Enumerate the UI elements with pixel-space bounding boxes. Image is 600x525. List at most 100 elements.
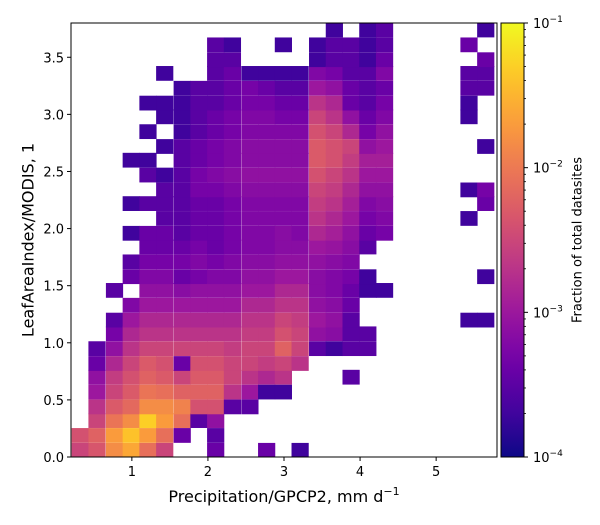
heatmap-cell [241, 66, 259, 81]
heatmap-cell [223, 124, 242, 140]
heatmap-cell [342, 152, 360, 168]
heatmap-cell [359, 80, 377, 96]
heatmap-cell [274, 182, 292, 198]
heatmap-cell [139, 269, 157, 285]
heatmap-cell [375, 225, 394, 241]
heatmap-cell [309, 109, 327, 125]
heatmap-cell [223, 341, 242, 357]
heatmap-cell [139, 283, 157, 298]
heatmap-cell [309, 196, 327, 211]
heatmap-cell [258, 152, 276, 168]
heatmap-cell [190, 297, 208, 313]
heatmap-cell [274, 80, 292, 96]
heatmap-cell [207, 124, 225, 140]
heatmap-cell [156, 326, 174, 342]
y-tick-label: 1.0 [43, 337, 64, 352]
heatmap-cell [105, 356, 124, 371]
heatmap-cell [190, 124, 208, 140]
heatmap-cell [375, 66, 394, 81]
heatmap-cell [156, 341, 174, 357]
heatmap-cell [291, 95, 309, 111]
heatmap-cell [359, 326, 377, 342]
heatmap-cell [460, 37, 478, 53]
heatmap-cell [207, 239, 225, 255]
heatmap-cell [122, 369, 140, 385]
heatmap-cell [274, 37, 292, 53]
heatmap-cell [207, 254, 225, 270]
heatmap-cell [258, 196, 276, 211]
heatmap-cell [477, 52, 495, 68]
heatmap-cell [190, 152, 208, 168]
heatmap-cell [477, 269, 495, 285]
heatmap-cell [122, 442, 140, 458]
heatmap-cell [223, 239, 242, 255]
heatmap-cell [359, 124, 377, 140]
heatmap-cell [309, 269, 327, 285]
heatmap-cell [207, 52, 225, 68]
heatmap-cell [241, 124, 259, 140]
heatmap-cell [207, 341, 225, 357]
heatmap-cell [156, 66, 174, 81]
heatmap-cell [223, 384, 242, 400]
heatmap-cell [223, 66, 242, 81]
heatmap-cell [241, 283, 259, 298]
x-tick-label: 3 [280, 465, 288, 480]
heatmap-cell [88, 341, 106, 357]
heatmap-cell [190, 413, 208, 428]
heatmap-cell [156, 139, 174, 154]
heatmap-cell [223, 52, 242, 68]
heatmap-cell [325, 239, 343, 255]
heatmap-cell [375, 182, 394, 198]
heatmap-cell [274, 95, 292, 111]
heatmap-cell [241, 225, 259, 241]
heatmap-cell [190, 326, 208, 342]
heatmap-cell [342, 283, 360, 298]
heatmap-cell [156, 428, 174, 443]
heatmap-cell [105, 312, 124, 328]
heatmap-cell [241, 167, 259, 183]
heatmap-cell [207, 428, 225, 443]
heatmap-cell [139, 341, 157, 357]
heatmap-cell [342, 95, 360, 111]
heatmap-cell [207, 413, 225, 428]
heatmap-cell [139, 239, 157, 255]
heatmap-cell [342, 369, 360, 385]
heatmap-cell [342, 52, 360, 68]
heatmap-cell [460, 182, 478, 198]
heatmap-cell [223, 196, 242, 211]
heatmap-cell [258, 182, 276, 198]
heatmap-cell [241, 312, 259, 328]
heatmap-cell [105, 369, 124, 385]
heatmap-cell [241, 182, 259, 198]
heatmap-cell [342, 225, 360, 241]
heatmap-cell [207, 283, 225, 298]
heatmap-cell [190, 283, 208, 298]
y-tick-label: 1.5 [43, 280, 64, 295]
heatmap-cell [156, 413, 174, 428]
heatmap-cell [274, 124, 292, 140]
heatmap-cell [105, 442, 124, 458]
heatmap-cell [359, 211, 377, 226]
heatmap-cell [190, 356, 208, 371]
heatmap-cell [258, 269, 276, 285]
heatmap-cell [325, 297, 343, 313]
heatmap-cell [342, 326, 360, 342]
heatmap-cell [173, 196, 191, 211]
heatmap-cell [291, 182, 309, 198]
heatmap-cell [88, 356, 106, 371]
heatmap-cell [139, 312, 157, 328]
heatmap-cell [173, 369, 191, 385]
heatmap-cell [139, 413, 157, 428]
heatmap-cell [190, 312, 208, 328]
heatmap-cell [291, 167, 309, 183]
heatmap-cell [207, 326, 225, 342]
heatmap-cell [190, 95, 208, 111]
heatmap-cell [375, 95, 394, 111]
heatmap-cell [309, 211, 327, 226]
heatmap-cell [375, 109, 394, 125]
heatmap-cell [139, 254, 157, 270]
heatmap-cell [274, 297, 292, 313]
heatmap-cells [71, 23, 495, 458]
heatmap-cell [325, 182, 343, 198]
heatmap-cell [274, 283, 292, 298]
